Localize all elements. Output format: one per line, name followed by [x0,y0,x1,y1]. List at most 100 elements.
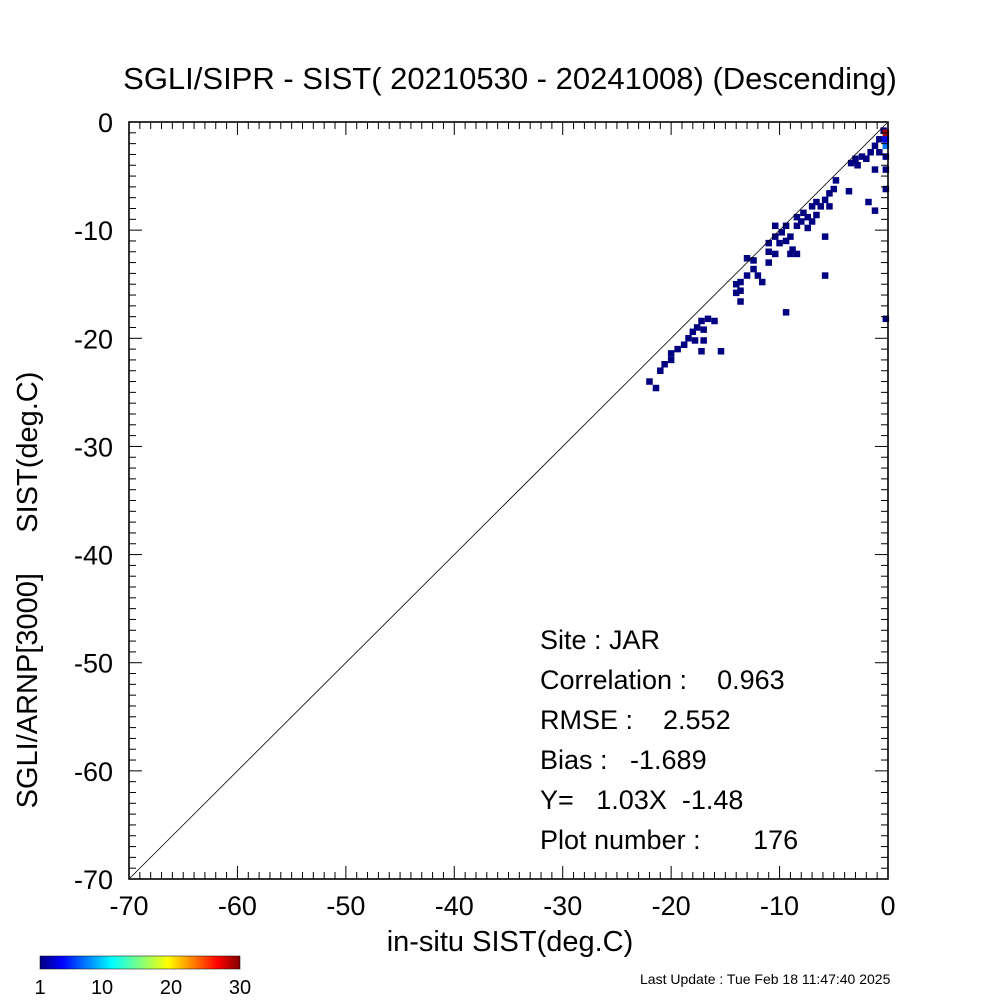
density-cell [882,315,890,323]
density-cell [765,248,772,256]
colorbar [39,955,241,970]
colorbar-tick-label: 20 [160,977,182,999]
density-cell [771,222,779,230]
density-cell [661,360,668,368]
density-cell [865,198,872,206]
y-axis-label: SGLI/ARNP[3000] SIST(deg.C) [12,372,44,809]
density-cell [882,185,890,193]
y-tick-labels: 0 -10 -20 -30 -40 -50 -60 -70 [74,108,113,895]
density-cell [782,237,790,245]
density-cell [800,209,807,217]
density-cell [804,213,812,221]
density-cell [758,278,766,286]
density-cell [858,153,866,160]
density-cell [821,272,829,279]
density-cell [732,280,740,288]
density-cell [691,337,699,344]
y-tick-label: -60 [74,757,113,787]
density-cell [798,218,805,225]
density-cell [852,155,859,163]
x-tick-label: -30 [543,891,582,921]
x-tick-labels: -70 -60 -50 -40 -30 -20 -10 0 [109,891,895,921]
density-cell [750,257,757,264]
density-cell [787,233,794,240]
y-tick-label: -30 [74,432,113,462]
density-cell [789,246,796,253]
density-cell [793,222,801,230]
density-cell [693,324,701,331]
density-cell [698,348,705,355]
density-cell [685,335,692,342]
density-cell [667,356,675,364]
density-cell [793,250,801,258]
density-cell [808,218,816,225]
colorbar-tick-label: 10 [91,977,113,999]
density-cell [754,272,762,279]
density-cell [867,149,874,156]
colorbar-tick-labels: 1 10 20 30 [34,977,251,999]
density-cell [674,345,681,353]
last-update-text: Last Update : Tue Feb 18 11:47:40 2025 [640,971,891,987]
density-cell [657,367,664,374]
stats-panel: Site : JAR Correlation : 0.963 RMSE : 2.… [540,625,798,855]
chart-title: SGLI/SIPR - SIST( 20210530 - 20241008) (… [123,61,897,96]
density-cell [771,250,779,258]
x-tick-label: -60 [218,891,257,921]
x-tick-label: 0 [880,891,895,921]
density-cell [817,203,825,210]
density-cell [680,341,688,349]
density-cells [646,127,890,392]
density-cell [826,203,833,210]
density-cell [793,213,801,221]
y-tick-label: -20 [74,324,113,354]
density-cell [830,185,838,193]
density-cell [765,259,772,266]
density-cell [711,317,718,325]
density-cell [871,142,879,150]
density-cell [882,166,890,173]
density-cell [876,149,883,156]
density-cell [871,207,879,214]
density-cell [863,155,870,163]
y-tick-label: -70 [74,865,113,895]
density-cell [667,350,675,357]
density-cell [700,337,707,344]
one-to-one-reference-line [128,121,889,880]
density-cell [737,287,744,294]
density-cell [845,187,853,195]
density-cell [871,166,879,173]
y-tick-label: -40 [74,541,113,571]
colorbar-tick-label: 1 [34,977,45,999]
x-tick-label: -20 [652,891,691,921]
density-cell [882,136,890,143]
density-cell [808,203,816,210]
stats-correlation: Correlation : 0.963 [540,665,785,695]
density-cell [826,190,833,197]
x-axis-label: in-situ SIST(deg.C) [387,926,634,958]
density-cell [689,328,697,336]
density-cell [847,159,855,167]
density-cell [787,250,794,258]
colorbar-tick-label: 30 [229,977,251,999]
density-cell [813,211,820,219]
density-cell [782,309,790,316]
density-cell [737,278,744,286]
x-tick-label: -50 [326,891,365,921]
density-cell [876,136,883,143]
density-cell [743,272,751,279]
density-cell [732,289,740,297]
axis-ticks [128,121,889,880]
density-cell [776,239,783,247]
x-tick-label: -70 [109,891,148,921]
density-cell [821,233,829,240]
density-cell [698,317,705,325]
density-cell [750,265,757,273]
density-cell [717,348,725,355]
stats-plot-number: Plot number : 176 [540,825,798,855]
x-tick-label: -10 [760,891,799,921]
density-cell [704,315,712,323]
y-tick-label: -10 [74,216,113,246]
density-cell [743,255,751,262]
stats-site: Site : JAR [540,625,660,655]
density-cell [882,142,890,150]
